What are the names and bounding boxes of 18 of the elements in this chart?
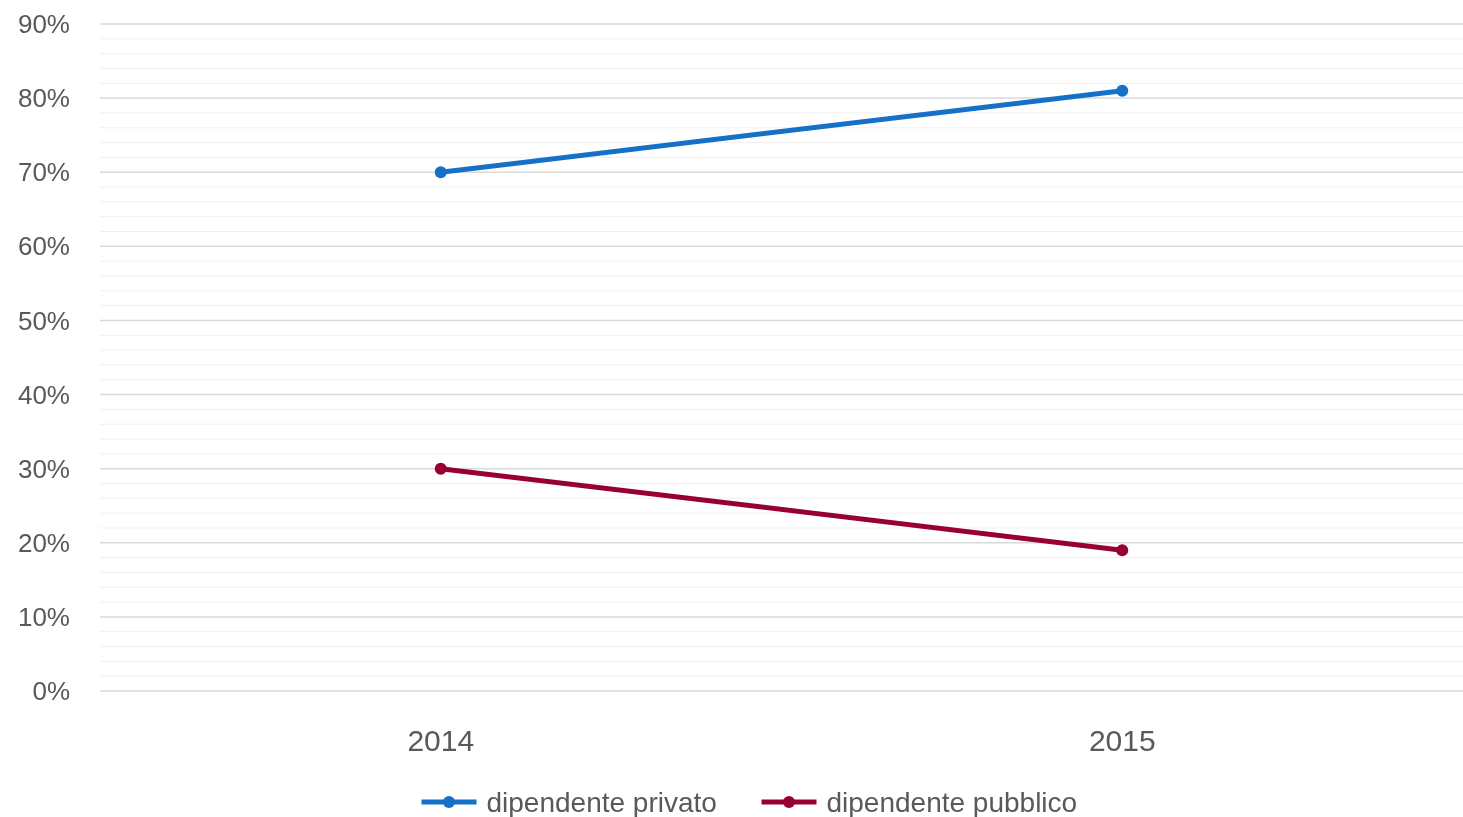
y-tick-label: 70%: [17, 157, 70, 188]
point: [1116, 544, 1129, 557]
y-tick-label: 40%: [17, 379, 70, 410]
x-tick-label: 2014: [407, 723, 475, 757]
y-tick-label: 60%: [17, 231, 70, 262]
y-tick-label: 30%: [17, 453, 70, 484]
y-tick-label: 50%: [17, 305, 70, 336]
y-tick-label: 20%: [17, 527, 70, 558]
point: [434, 166, 447, 179]
y-tick-label: 90%: [17, 9, 70, 40]
legend-label: dipendente privato: [486, 786, 717, 817]
legend-label: dipendente pubblico: [826, 786, 1078, 817]
y-tick-label: 0%: [32, 676, 70, 707]
point: [434, 462, 447, 475]
y-tick-label: 10%: [17, 601, 70, 632]
point: [1116, 84, 1129, 97]
y-tick-label: 80%: [17, 83, 70, 114]
x-tick-label: 2015: [1088, 723, 1156, 757]
